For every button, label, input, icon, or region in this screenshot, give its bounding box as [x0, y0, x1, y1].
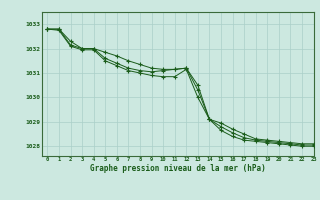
X-axis label: Graphe pression niveau de la mer (hPa): Graphe pression niveau de la mer (hPa)	[90, 164, 266, 173]
